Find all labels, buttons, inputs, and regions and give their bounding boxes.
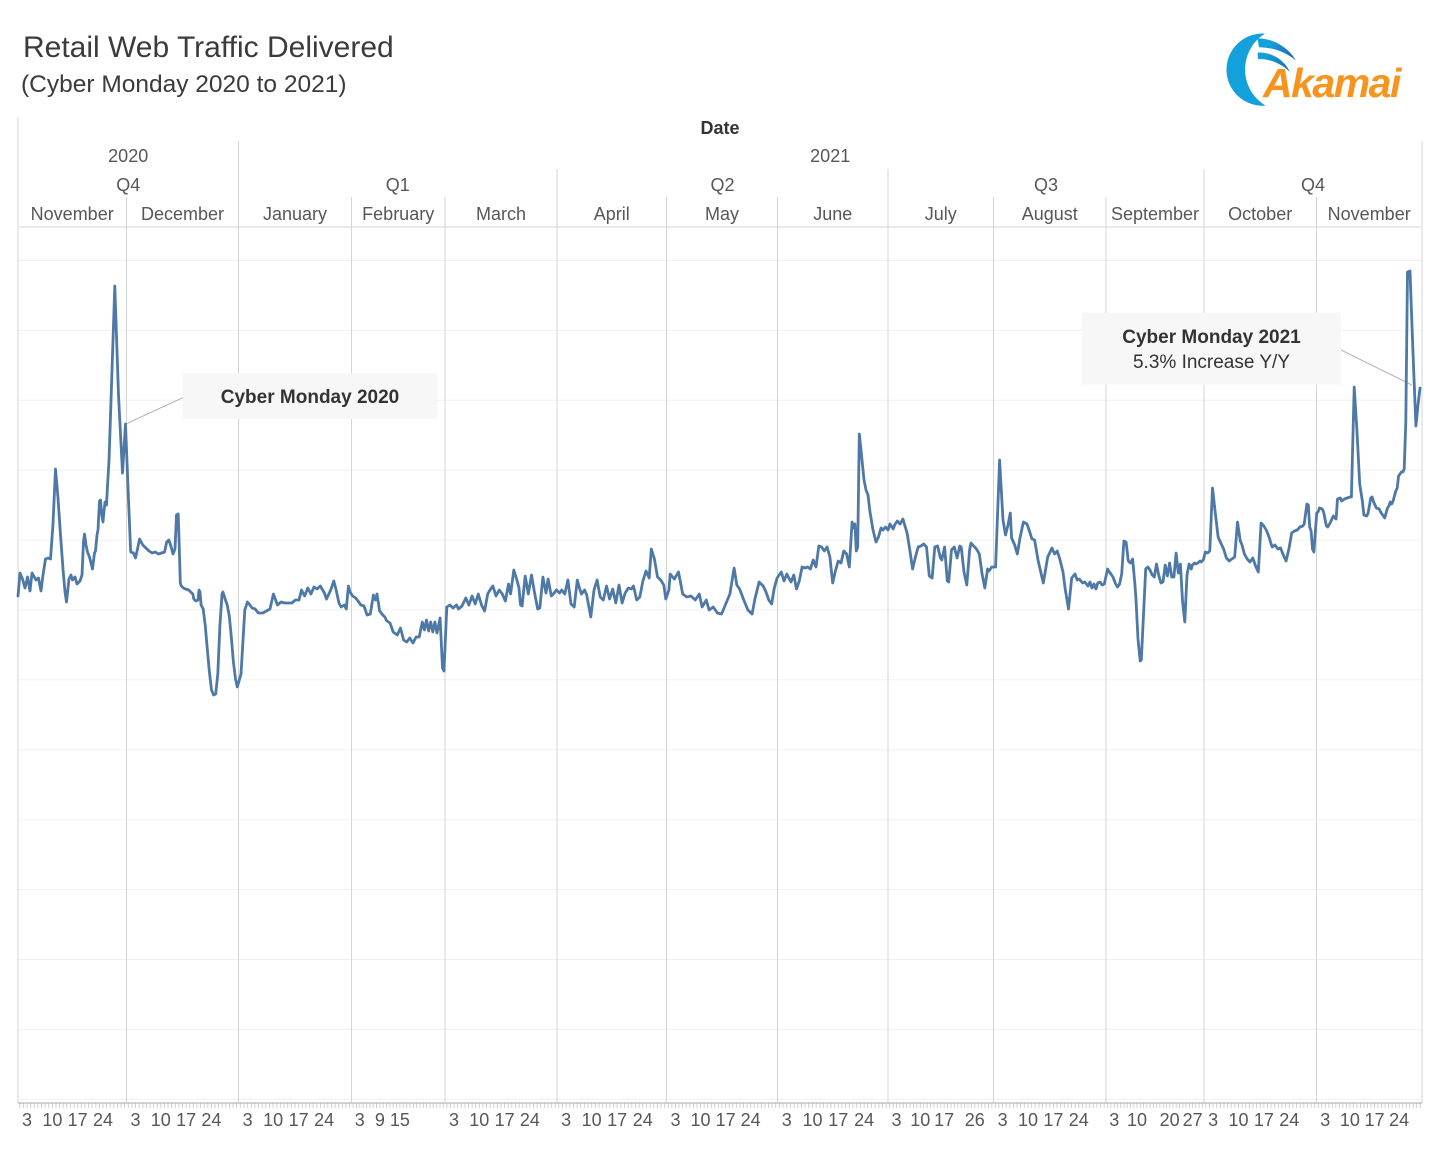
svg-text:17: 17: [1254, 1110, 1274, 1130]
svg-text:3: 3: [243, 1110, 253, 1130]
svg-text:Akamai: Akamai: [1262, 60, 1403, 106]
svg-text:24: 24: [633, 1110, 653, 1130]
svg-text:10: 10: [42, 1110, 62, 1130]
svg-text:(Cyber Monday 2020 to 2021): (Cyber Monday 2020 to 2021): [21, 71, 347, 98]
svg-text:3: 3: [1109, 1110, 1119, 1130]
svg-text:10: 10: [690, 1110, 710, 1130]
svg-text:10: 10: [1228, 1110, 1248, 1130]
svg-text:10: 10: [582, 1110, 602, 1130]
svg-text:3: 3: [998, 1110, 1008, 1130]
svg-text:August: August: [1022, 204, 1078, 224]
svg-text:April: April: [594, 204, 630, 224]
svg-text:3: 3: [1208, 1110, 1218, 1130]
svg-text:24: 24: [93, 1110, 113, 1130]
svg-text:20: 20: [1160, 1110, 1180, 1130]
svg-text:3: 3: [891, 1110, 901, 1130]
svg-text:February: February: [362, 204, 434, 224]
svg-text:3: 3: [561, 1110, 571, 1130]
svg-text:17: 17: [716, 1110, 736, 1130]
svg-text:3: 3: [782, 1110, 792, 1130]
svg-text:October: October: [1228, 204, 1292, 224]
svg-text:Q4: Q4: [116, 175, 140, 195]
svg-text:27: 27: [1183, 1110, 1203, 1130]
svg-text:3: 3: [670, 1110, 680, 1130]
svg-text:Q2: Q2: [710, 175, 734, 195]
svg-text:November: November: [1328, 204, 1411, 224]
svg-text:July: July: [925, 204, 957, 224]
svg-text:2021: 2021: [810, 146, 850, 166]
svg-text:24: 24: [854, 1110, 874, 1130]
svg-text:24: 24: [741, 1110, 761, 1130]
svg-text:24: 24: [314, 1110, 334, 1130]
svg-text:24: 24: [1069, 1110, 1089, 1130]
svg-text:3: 3: [22, 1110, 32, 1130]
svg-text:17: 17: [1043, 1110, 1063, 1130]
svg-text:3: 3: [1320, 1110, 1330, 1130]
svg-text:3: 3: [449, 1110, 459, 1130]
svg-text:3: 3: [355, 1110, 365, 1130]
svg-text:10: 10: [469, 1110, 489, 1130]
svg-text:17: 17: [289, 1110, 309, 1130]
svg-text:17: 17: [1364, 1110, 1384, 1130]
svg-text:26: 26: [965, 1110, 985, 1130]
svg-text:3: 3: [130, 1110, 140, 1130]
svg-text:24: 24: [520, 1110, 540, 1130]
svg-text:November: November: [31, 204, 114, 224]
svg-text:Q3: Q3: [1034, 175, 1058, 195]
svg-text:10: 10: [910, 1110, 930, 1130]
svg-text:17: 17: [176, 1110, 196, 1130]
svg-text:15: 15: [390, 1110, 410, 1130]
svg-text:May: May: [705, 204, 739, 224]
svg-text:5.3% Increase Y/Y: 5.3% Increase Y/Y: [1133, 352, 1290, 373]
svg-text:June: June: [813, 204, 852, 224]
svg-text:10: 10: [263, 1110, 283, 1130]
svg-text:17: 17: [495, 1110, 515, 1130]
svg-text:Retail Web Traffic Delivered: Retail Web Traffic Delivered: [23, 31, 394, 64]
svg-text:Q1: Q1: [386, 175, 410, 195]
svg-text:10: 10: [1340, 1110, 1360, 1130]
svg-text:24: 24: [1279, 1110, 1299, 1130]
svg-text:9: 9: [375, 1110, 385, 1130]
svg-text:10: 10: [151, 1110, 171, 1130]
svg-text:Q4: Q4: [1301, 175, 1325, 195]
svg-text:24: 24: [201, 1110, 221, 1130]
svg-text:10: 10: [1127, 1110, 1147, 1130]
svg-text:17: 17: [68, 1110, 88, 1130]
svg-text:Cyber Monday 2021: Cyber Monday 2021: [1122, 327, 1301, 348]
svg-text:September: September: [1111, 204, 1199, 224]
svg-text:10: 10: [1018, 1110, 1038, 1130]
svg-text:10: 10: [802, 1110, 822, 1130]
svg-text:17: 17: [607, 1110, 627, 1130]
svg-text:24: 24: [1389, 1110, 1409, 1130]
svg-text:March: March: [476, 204, 526, 224]
svg-text:17: 17: [934, 1110, 954, 1130]
svg-text:January: January: [263, 204, 327, 224]
svg-text:Cyber Monday 2020: Cyber Monday 2020: [221, 387, 399, 408]
svg-text:2020: 2020: [108, 146, 148, 166]
svg-text:Date: Date: [700, 118, 739, 138]
svg-text:December: December: [141, 204, 224, 224]
svg-text:17: 17: [828, 1110, 848, 1130]
